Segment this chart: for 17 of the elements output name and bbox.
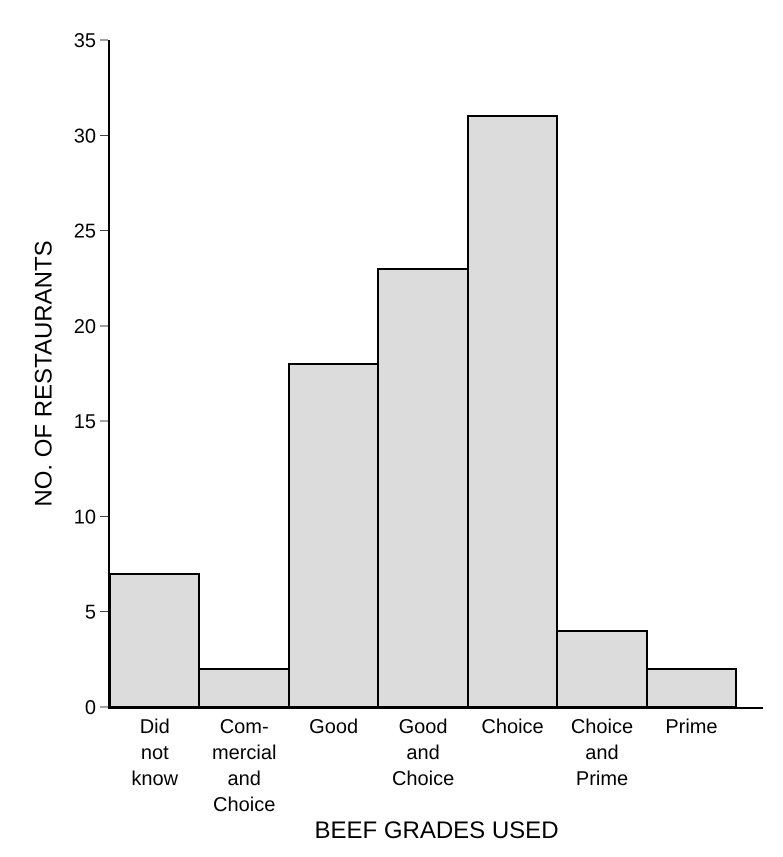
y-tick-label: 5: [84, 602, 96, 624]
x-tick-label: Good and Choice: [392, 716, 454, 790]
y-tick-label: 20: [74, 316, 96, 338]
x-tick-label: Choice and Prime: [570, 716, 634, 790]
y-tick-label: 0: [84, 697, 96, 719]
x-tick-label: Com- mercial and Choice: [212, 716, 276, 816]
y-tick-label: 30: [74, 125, 96, 148]
y-tick-label: 25: [74, 220, 96, 243]
x-tick-label: Prime: [665, 716, 718, 738]
y-axis-title: NO. OF RESTAURANTS: [30, 240, 58, 507]
y-tick-label: 15: [74, 411, 96, 434]
x-tick-label: Choice: [481, 716, 544, 738]
x-axis-title: BEEF GRADES USED: [314, 816, 559, 844]
y-tick-label: 35: [74, 30, 96, 52]
x-tick-label: Good: [309, 716, 358, 738]
x-tick-label: Did not know: [131, 716, 179, 790]
y-tick-label: 10: [74, 506, 96, 528]
